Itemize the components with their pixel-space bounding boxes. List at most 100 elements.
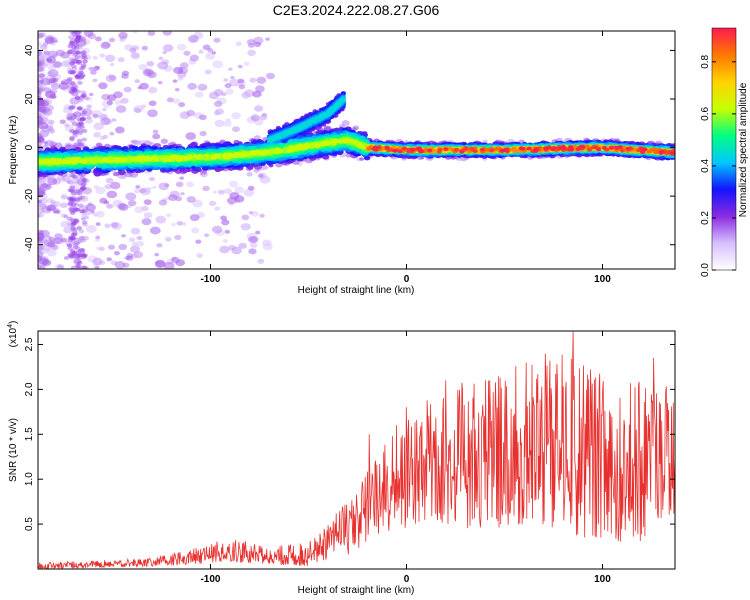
- spectrogram-cell: [118, 203, 129, 211]
- spectrogram-cell: [243, 89, 255, 97]
- spectrogram-cell: [73, 111, 82, 118]
- spectrogram-cell: [152, 185, 157, 189]
- spectrogram-cell: [262, 165, 269, 170]
- spectrogram-cell: [59, 202, 68, 209]
- spectrogram-cell: [180, 192, 185, 196]
- spectrogram-cell: [130, 52, 140, 60]
- spectrogram-cell: [109, 62, 115, 66]
- spectrogram-cell: [247, 236, 258, 244]
- spectrogram-cell: [102, 107, 107, 112]
- spectrogram-cell: [149, 226, 161, 235]
- spectrogram-cell: [135, 185, 141, 189]
- spectrogram-cell: [67, 50, 73, 55]
- spectrogram-cell: [134, 188, 141, 194]
- spectrogram-cell: [162, 44, 174, 52]
- spectrogram-cell: [92, 55, 98, 60]
- spectrogram-cell: [78, 248, 85, 254]
- spectrogram-cell: [121, 70, 130, 76]
- spectrogram-cell: [255, 230, 261, 235]
- spectrogram-cell: [229, 192, 240, 200]
- spectrogram-cell: [110, 181, 121, 190]
- spectrogram-cell: [70, 221, 77, 226]
- spectrogram-cell: [134, 79, 140, 83]
- spectrogram-cell: [74, 241, 80, 246]
- spectrogram-cell: [223, 120, 232, 127]
- spectrogram-cell: [141, 104, 147, 109]
- spectrogram-cell: [132, 31, 138, 34]
- spectrogram-cell: [183, 50, 191, 56]
- spectrogram-cell: [95, 222, 101, 227]
- spectrogram-cell: [100, 117, 111, 126]
- spectrogram-cell: [69, 136, 75, 140]
- spectrogram-cell: [154, 260, 166, 269]
- spectrogram-cell: [114, 99, 123, 106]
- spectrogram-cell: [74, 207, 81, 212]
- spectrogram-cell: [82, 253, 88, 258]
- spectrogram-cell: [70, 198, 76, 203]
- spectrogram-cell: [175, 259, 185, 267]
- spectrogram-cell: [79, 117, 86, 122]
- spectrogram-cell: [71, 88, 78, 93]
- spectrogram-cell: [63, 226, 73, 234]
- spectrogram-cell: [120, 97, 129, 104]
- spectrogram-cell: [110, 222, 119, 228]
- spectrogram-cell: [155, 215, 167, 224]
- spectrogram-cell: [247, 49, 256, 56]
- spectrogram-cell: [146, 61, 155, 67]
- spectrogram-cell: [197, 83, 208, 91]
- spectrogram-cell: [202, 185, 210, 192]
- spectrogram-cell: [84, 117, 93, 124]
- spectrogram-cell: [46, 204, 56, 212]
- spectrogram-cell: [157, 61, 169, 70]
- spectrogram-cell: [229, 78, 240, 87]
- spectrogram-cell: [238, 242, 247, 249]
- spectrogram-cell: [248, 211, 254, 215]
- spectrogram-cell: [70, 232, 77, 237]
- spectrogram-cell: [38, 121, 49, 130]
- spectrogram-cell: [192, 199, 203, 208]
- spectrogram-cell: [38, 213, 42, 218]
- spectrogram-cell: [75, 60, 82, 64]
- spectrogram-cell: [230, 75, 235, 80]
- spectrogram-cell: [172, 98, 180, 104]
- spectrogram-cell: [47, 241, 56, 248]
- spectrogram-cell: [47, 119, 55, 125]
- spectrogram-cell: [104, 184, 112, 190]
- spectrogram-cell: [199, 130, 207, 137]
- spectrogram-cell: [77, 253, 83, 258]
- spectrogram-cell: [162, 50, 167, 55]
- spectrogram-cell: [482, 139, 488, 144]
- spectrogram-cell: [133, 251, 144, 259]
- spectrogram-cell: [88, 66, 94, 71]
- spectrogram-cell: [261, 112, 267, 117]
- spectrogram-cell: [158, 199, 168, 206]
- spectrogram-cell: [63, 256, 70, 260]
- spectrogram-cell: [75, 264, 82, 269]
- spectrogram-cell: [249, 77, 257, 83]
- spectrogram-cell: [180, 62, 189, 69]
- spectrogram-cell: [93, 133, 100, 138]
- spectrogram-cell: [130, 227, 141, 235]
- spectrogram-cell: [71, 45, 77, 49]
- spectrogram-cell: [66, 243, 73, 248]
- spectrogram-cell: [99, 53, 106, 58]
- spectrogram-cell: [171, 222, 176, 227]
- spectrogram-cell: [106, 257, 112, 262]
- spectrogram-cell: [237, 64, 243, 69]
- spectrogram-cell: [88, 92, 94, 97]
- spectrogram-cell: [60, 237, 68, 243]
- spectrogram-cell: [78, 70, 84, 75]
- spectrogram-cell: [75, 35, 82, 40]
- spectrogram-cell: [194, 91, 204, 98]
- spectrogram-cell: [195, 239, 202, 244]
- spectrogram-cell: [147, 109, 158, 118]
- spectrogram-cell: [113, 251, 120, 256]
- spectrogram-cell: [176, 43, 187, 51]
- spectrogram-cell: [188, 35, 199, 43]
- spectrogram-cell: [70, 174, 77, 179]
- spectrogram-cell: [175, 181, 184, 188]
- spectrogram-cell: [64, 123, 70, 128]
- spectrogram-cell: [138, 64, 148, 71]
- spectrogram-cell: [225, 118, 231, 123]
- spectrogram-cell: [148, 86, 158, 94]
